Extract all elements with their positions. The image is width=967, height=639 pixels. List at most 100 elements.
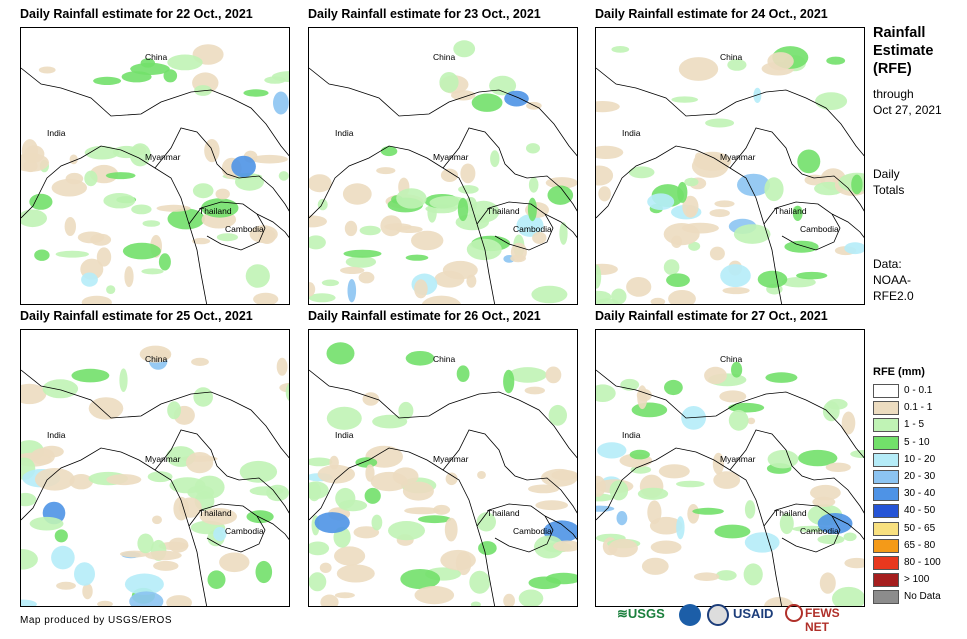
rainfall-patch [844, 242, 864, 255]
rainfall-patch [709, 246, 725, 261]
rainfall-patch [545, 572, 577, 585]
rainfall-patch [167, 208, 205, 230]
rainfall-patch [129, 143, 151, 167]
rainfall-patch [596, 263, 618, 275]
rainfall-patch [476, 512, 496, 532]
legend-title: RFE (mm) [873, 366, 925, 378]
rainfall-patch [141, 268, 164, 275]
legend-item: 50 - 65 [873, 521, 935, 539]
rainfall-map: China India Myanmar Thailand Cambodia [20, 27, 290, 305]
rainfall-patch [503, 369, 515, 394]
rainfall-patch [167, 54, 203, 71]
rainfall-patch [147, 471, 173, 483]
rainfall-patch [384, 223, 412, 231]
rainfall-patch [797, 149, 821, 174]
legend-label: 20 - 30 [904, 470, 936, 482]
legend: RFE (mm) 0 - 0.1 0.1 - 1 1 - 5 5 - 10 10 - 2… [873, 366, 941, 607]
rainfall-patch [636, 388, 652, 402]
rainfall-patch [704, 366, 727, 385]
rainfall-patch [34, 249, 50, 261]
country-label-china: China [433, 52, 456, 62]
rainfall-patch [545, 177, 577, 189]
rainfall-patch [728, 409, 749, 431]
rainfall-patch [817, 513, 853, 534]
legend-swatch [873, 555, 899, 570]
rainfall-map: China India Myanmar Thailand Cambodia [595, 27, 865, 305]
rainfall-patch [404, 507, 441, 515]
rainfall-patch [812, 496, 836, 507]
rainfall-patch [314, 512, 350, 534]
rainfall-patch [130, 62, 170, 75]
rainfall-patch [119, 368, 128, 392]
rainfall-patch [779, 512, 794, 535]
rainfall-patch [611, 46, 630, 53]
legend-item: 80 - 100 [873, 555, 941, 573]
rainfall-patch [663, 259, 680, 276]
country-label-thailand: Thailand [487, 206, 520, 216]
rainfall-patch [822, 401, 840, 422]
country-label-thailand: Thailand [774, 508, 807, 518]
country-label-myanmar: Myanmar [433, 454, 469, 464]
through-block: through Oct 27, 2021 [873, 86, 942, 118]
title-line-1: Rainfall [873, 25, 926, 41]
rainfall-patch [326, 406, 362, 430]
rainfall-patch [681, 406, 706, 430]
legend-label: No Data [904, 591, 941, 603]
legend-item: 20 - 30 [873, 469, 935, 487]
rainfall-patch [456, 365, 470, 382]
rainfall-patch [764, 597, 794, 606]
rainfall-patch [84, 170, 98, 187]
rainfall-patch [753, 87, 762, 103]
rainfall-patch [684, 177, 699, 187]
rainfall-patch [264, 76, 286, 84]
legend-label: 10 - 20 [904, 453, 936, 465]
rainfall-patch [213, 526, 227, 542]
rainfall-patch [88, 397, 124, 420]
rainfall-patch [688, 241, 701, 251]
rainfall-patch [469, 570, 491, 594]
rainfall-patch [728, 402, 765, 413]
rainfall-patch [637, 487, 669, 500]
rainfall-patch [151, 349, 171, 361]
rainfall-patch [559, 222, 568, 245]
rainfall-patch [21, 383, 47, 405]
rainfall-patch [124, 573, 164, 595]
rainfall-patch [253, 292, 279, 304]
rainfall-patch [532, 231, 547, 244]
legend-swatch [873, 538, 899, 553]
rainfall-patch [596, 165, 614, 186]
panel-title: Daily Rainfall estimate for 22 Oct., 202… [20, 7, 253, 21]
country-label-thailand: Thailand [199, 206, 232, 216]
rainfall-map: China India Myanmar Thailand Cambodia [20, 329, 290, 607]
rainfall-patch [166, 595, 192, 606]
legend-label: 0.1 - 1 [904, 402, 933, 414]
rainfall-patch [153, 560, 179, 571]
rainfall-patch [460, 163, 476, 184]
rainfall-patch [364, 487, 381, 504]
rainfall-patch [192, 183, 214, 199]
rainfall-patch [527, 197, 537, 222]
rainfall-patch [199, 508, 237, 525]
country-label-thailand: Thailand [774, 206, 807, 216]
map-svg [596, 46, 864, 304]
rainfall-patch [129, 591, 164, 606]
rainfall-patch [421, 295, 461, 304]
rainfall-patch [596, 264, 602, 289]
country-borders [21, 67, 289, 304]
rainfall-patch [817, 534, 845, 545]
usaid-seal-icon [707, 604, 729, 626]
rainfall-patch [832, 586, 864, 606]
legend-item: 65 - 80 [873, 538, 935, 556]
usgs-logo-text: USGS [627, 606, 665, 621]
country-label-myanmar: Myanmar [145, 152, 181, 162]
legend-item: 1 - 5 [873, 418, 925, 435]
rainfall-patch [466, 238, 502, 261]
legend-label: 50 - 65 [904, 522, 936, 534]
legend-label: 30 - 40 [904, 488, 936, 500]
legend-swatch [873, 590, 899, 605]
country-borders [596, 369, 864, 606]
rainfall-patch [278, 171, 289, 181]
country-label-cambodia: Cambodia [800, 526, 839, 536]
rainfall-patch [442, 260, 478, 280]
rainfall-map: China India Myanmar Thailand Cambodia [308, 27, 578, 305]
